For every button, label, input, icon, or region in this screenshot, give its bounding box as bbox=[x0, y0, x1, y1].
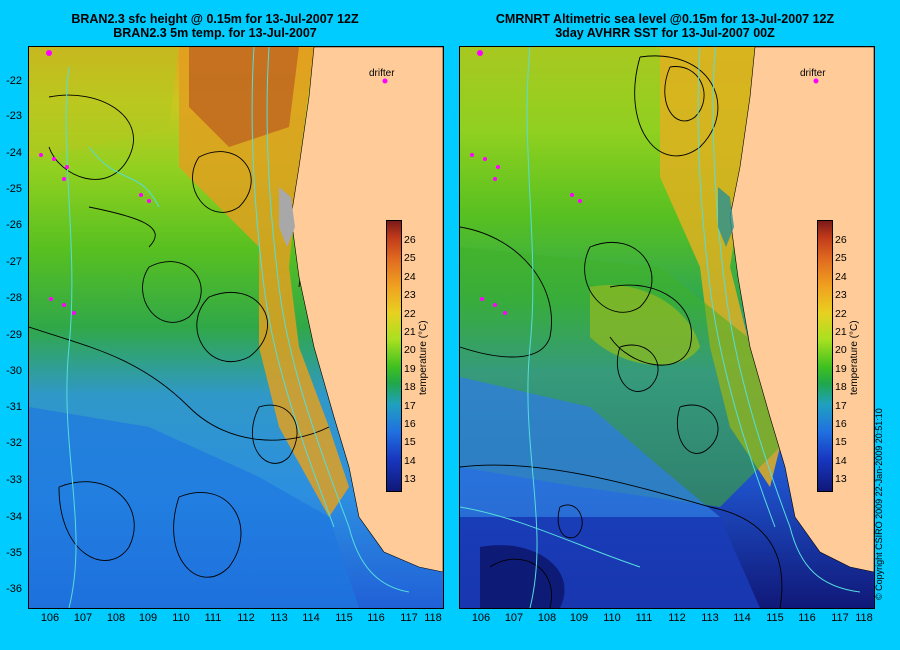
colorbar-tick-label: 24 bbox=[835, 271, 847, 283]
colorbar-tick-label: 13 bbox=[404, 473, 416, 485]
x-tick-label: 114 bbox=[733, 612, 751, 624]
y-tick-label: -29 bbox=[6, 329, 22, 341]
x-tick-label: 108 bbox=[106, 612, 126, 624]
colorbar-tick-label: 23 bbox=[404, 289, 416, 301]
left-title-line1: BRAN2.3 sfc height @ 0.15m for 13-Jul-20… bbox=[71, 12, 359, 26]
colorbar-tick-label: 16 bbox=[404, 418, 416, 430]
right-map-svg bbox=[460, 47, 874, 608]
x-tick-label: 115 bbox=[335, 612, 353, 624]
y-tick-label: -24 bbox=[6, 147, 22, 159]
right-cold-core bbox=[480, 545, 565, 608]
colorbar-tick-label: 18 bbox=[835, 381, 847, 393]
right-map-panel: drifter bbox=[459, 46, 875, 609]
right-map-title: CMRNRT Altimetric sea level @0.15m for 1… bbox=[450, 12, 880, 40]
x-tick-label: 117 bbox=[400, 612, 418, 624]
right-colorbar bbox=[817, 220, 833, 492]
right-cool-band bbox=[460, 377, 720, 517]
x-tick-label: 114 bbox=[302, 612, 320, 624]
copyright-text: © Copyright CSIRO 2009 22-Jan-2009 20:51… bbox=[874, 408, 884, 600]
y-tick-label: -34 bbox=[6, 511, 22, 523]
colorbar-tick-label: 20 bbox=[404, 344, 416, 356]
colorbar-tick-label: 22 bbox=[404, 308, 416, 320]
y-tick-label: -33 bbox=[6, 474, 22, 486]
left-hot-core bbox=[189, 47, 299, 147]
colorbar-tick-label: 16 bbox=[835, 418, 847, 430]
left-map-panel: drifter bbox=[28, 46, 444, 609]
y-tick-label: -30 bbox=[6, 365, 22, 377]
left-cool-south bbox=[29, 407, 359, 608]
colorbar-tick-label: 14 bbox=[835, 455, 847, 467]
x-tick-label: 116 bbox=[798, 612, 816, 624]
colorbar-tick-label: 25 bbox=[404, 252, 416, 264]
colorbar-tick-label: 15 bbox=[835, 436, 847, 448]
x-tick-label: 111 bbox=[204, 612, 222, 624]
x-tick-label: 118 bbox=[424, 612, 442, 624]
x-tick-label: 115 bbox=[766, 612, 784, 624]
y-tick-label: -27 bbox=[6, 256, 22, 268]
left-colorbar bbox=[386, 220, 402, 492]
left-title-line2: BRAN2.3 5m temp. for 13-Jul-2007 bbox=[113, 26, 317, 40]
colorbar-tick-label: 26 bbox=[835, 234, 847, 246]
colorbar-tick-label: 19 bbox=[404, 363, 416, 375]
colorbar-tick-label: 21 bbox=[404, 326, 416, 338]
colorbar-tick-label: 25 bbox=[835, 252, 847, 264]
x-tick-label: 107 bbox=[73, 612, 93, 624]
x-tick-label: 112 bbox=[237, 612, 255, 624]
right-isobaths bbox=[460, 47, 861, 608]
y-tick-label: -23 bbox=[6, 110, 22, 122]
right-land-mass bbox=[729, 47, 874, 573]
x-tick-label: 109 bbox=[569, 612, 589, 624]
y-tick-label: -25 bbox=[6, 183, 22, 195]
left-land-mass bbox=[290, 47, 443, 573]
left-isobaths bbox=[65, 47, 410, 608]
colorbar-tick-label: 15 bbox=[404, 436, 416, 448]
x-tick-label: 110 bbox=[603, 612, 621, 624]
x-tick-label: 111 bbox=[635, 612, 653, 624]
x-tick-label: 117 bbox=[831, 612, 849, 624]
left-warm-current bbox=[179, 47, 349, 517]
x-tick-label: 106 bbox=[40, 612, 60, 624]
x-tick-label: 113 bbox=[270, 612, 288, 624]
right-colorbar-title: temperature (°C) bbox=[849, 320, 860, 395]
right-drifter-label: drifter bbox=[800, 68, 826, 79]
y-tick-label: -28 bbox=[6, 292, 22, 304]
x-tick-label: 112 bbox=[668, 612, 686, 624]
y-tick-label: -31 bbox=[6, 401, 22, 413]
y-tick-label: -35 bbox=[6, 547, 22, 559]
x-tick-label: 113 bbox=[701, 612, 719, 624]
left-map-svg bbox=[29, 47, 443, 608]
left-shark-bay bbox=[279, 187, 295, 247]
colorbar-tick-label: 14 bbox=[404, 455, 416, 467]
x-tick-label: 109 bbox=[138, 612, 158, 624]
left-colorbar-title: temperature (°C) bbox=[418, 320, 429, 395]
x-tick-label: 116 bbox=[367, 612, 385, 624]
x-tick-label: 110 bbox=[172, 612, 190, 624]
right-shark-bay bbox=[718, 187, 734, 247]
colorbar-tick-label: 19 bbox=[835, 363, 847, 375]
x-tick-label: 108 bbox=[537, 612, 557, 624]
colorbar-tick-label: 21 bbox=[835, 326, 847, 338]
x-tick-label: 106 bbox=[471, 612, 491, 624]
left-drifter-tracks bbox=[39, 50, 388, 315]
colorbar-tick-label: 13 bbox=[835, 473, 847, 485]
colorbar-tick-label: 17 bbox=[404, 400, 416, 412]
y-tick-label: -26 bbox=[6, 219, 22, 231]
colorbar-tick-label: 18 bbox=[404, 381, 416, 393]
y-tick-label: -32 bbox=[6, 437, 22, 449]
right-title-line1: CMRNRT Altimetric sea level @0.15m for 1… bbox=[495, 12, 835, 26]
left-drifter-label: drifter bbox=[369, 68, 395, 79]
x-tick-label: 107 bbox=[504, 612, 524, 624]
right-title-line2: 3day AVHRR SST for 13-Jul-2007 00Z bbox=[555, 26, 775, 40]
y-tick-label: -22 bbox=[6, 75, 22, 87]
colorbar-tick-label: 24 bbox=[404, 271, 416, 283]
left-map-title: BRAN2.3 sfc height @ 0.15m for 13-Jul-20… bbox=[0, 12, 430, 40]
colorbar-tick-label: 22 bbox=[835, 308, 847, 320]
y-tick-label: -36 bbox=[6, 583, 22, 595]
colorbar-tick-label: 26 bbox=[404, 234, 416, 246]
colorbar-tick-label: 20 bbox=[835, 344, 847, 356]
colorbar-tick-label: 17 bbox=[835, 400, 847, 412]
x-tick-label: 118 bbox=[855, 612, 873, 624]
colorbar-tick-label: 23 bbox=[835, 289, 847, 301]
right-drifter-tracks bbox=[470, 50, 819, 315]
